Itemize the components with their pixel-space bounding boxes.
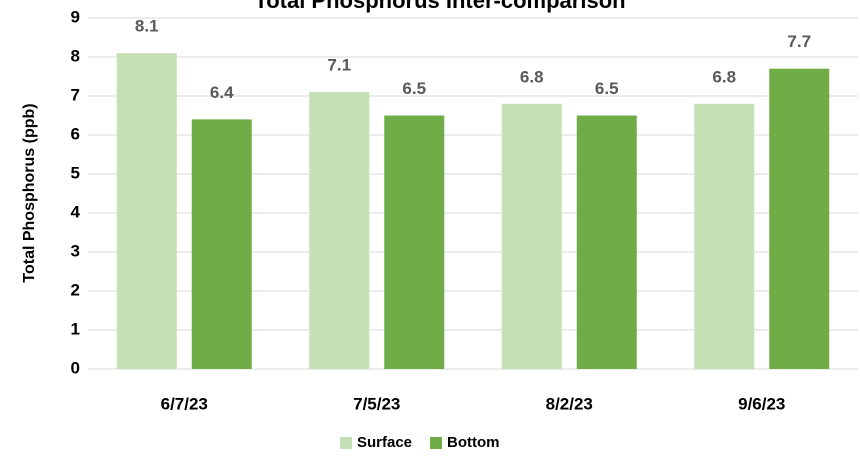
legend-swatch bbox=[430, 437, 443, 449]
y-tick-label: 0 bbox=[71, 358, 80, 377]
value-label: 6.8 bbox=[712, 67, 736, 86]
x-tick-label: 9/6/23 bbox=[738, 394, 785, 413]
y-axis-label: Total Phosphorus (ppb) bbox=[21, 103, 38, 282]
value-label: 7.7 bbox=[787, 32, 811, 51]
chart-title: Total Phosphorus Inter-comparison bbox=[254, 0, 625, 13]
x-tick-label: 8/2/23 bbox=[546, 394, 593, 413]
bar bbox=[576, 115, 637, 369]
y-tick-label: 1 bbox=[71, 319, 80, 338]
bar bbox=[309, 92, 370, 369]
value-label: 7.1 bbox=[327, 56, 351, 75]
bar bbox=[769, 68, 830, 369]
y-tick-label: 2 bbox=[71, 280, 80, 299]
bar bbox=[191, 119, 252, 370]
legend-label: Bottom bbox=[447, 434, 500, 451]
value-label: 6.8 bbox=[520, 67, 544, 86]
value-label: 8.1 bbox=[135, 17, 159, 36]
legend-label: Surface bbox=[357, 434, 412, 451]
y-tick-label: 7 bbox=[71, 85, 80, 104]
y-tick-label: 6 bbox=[71, 124, 80, 143]
value-label: 6.5 bbox=[402, 79, 426, 98]
bar bbox=[501, 103, 562, 370]
y-tick-label: 9 bbox=[71, 7, 80, 26]
value-label: 6.4 bbox=[210, 83, 234, 102]
y-tick-label: 5 bbox=[71, 163, 80, 182]
bar bbox=[694, 103, 755, 370]
bar bbox=[384, 115, 445, 369]
y-tick-label: 3 bbox=[71, 241, 80, 260]
x-tick-label: 7/5/23 bbox=[353, 394, 400, 413]
value-label: 6.5 bbox=[595, 79, 619, 98]
y-tick-label: 8 bbox=[71, 46, 80, 65]
x-tick-label: 6/7/23 bbox=[161, 394, 208, 413]
bar bbox=[116, 53, 177, 369]
y-tick-label: 4 bbox=[71, 202, 81, 221]
legend-swatch bbox=[340, 437, 352, 449]
